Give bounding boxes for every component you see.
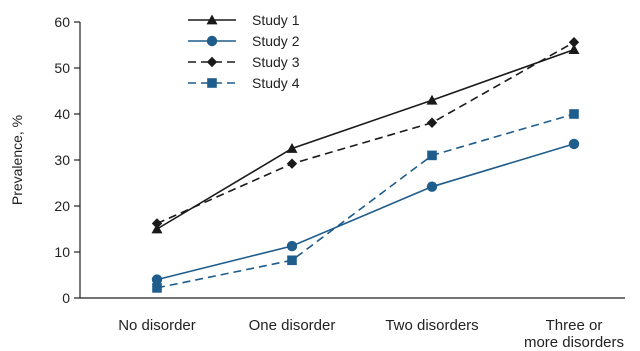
data-point-marker [152,283,162,293]
series-2 [151,138,580,285]
y-tick-label: 50 [54,60,70,76]
legend: Study 1 Study 2 Study 3 Study 4 [188,12,300,91]
series-3 [151,37,580,229]
x-category-label: Two disorders [385,317,478,334]
x-category-label: One disorder [249,317,336,334]
legend-label: Study 4 [252,75,300,91]
data-point-marker [426,181,438,192]
data-point-marker [151,218,163,229]
x-category-label-line: Two disorders [385,317,478,334]
x-category-label-line: more disorders [524,334,624,351]
series-line [156,48,575,230]
legend-marker [207,78,217,88]
series-line [156,143,575,281]
y-tick-label: 40 [54,106,70,122]
data-point-marker [286,158,298,169]
data-point-marker [287,255,297,266]
x-category-label: No disorder [118,317,196,334]
y-tick-label: 0 [62,290,70,306]
y-axis-title: Prevalence, % [9,115,25,205]
legend-item: Study 4 [188,75,300,91]
data-point-marker [568,138,580,150]
legend-marker [206,14,218,25]
series-line [156,113,575,289]
legend-label: Study 2 [252,33,300,49]
data-point-marker [426,117,438,128]
legend-label: Study 3 [252,54,300,70]
data-point-marker [427,150,437,161]
axes [79,22,625,299]
series-1 [151,44,580,234]
legend-label: Study 1 [252,12,300,28]
legend-item: Study 1 [188,12,300,28]
x-category-label-line: Three or [546,317,603,334]
legend-item: Study 3 [188,54,300,70]
series-group [151,37,580,293]
data-point-marker [426,94,438,105]
data-point-marker [151,274,163,285]
data-point-marker [568,37,580,48]
legend-marker [206,35,218,47]
data-point-marker [568,44,580,54]
legend-item: Study 2 [188,33,300,49]
x-category-label-line: No disorder [118,317,196,334]
data-point-marker [569,109,579,119]
series-4 [152,109,579,293]
data-point-marker [286,240,298,252]
x-category-label: Three or more disorders [524,317,624,351]
legend-marker [206,56,218,68]
y-tick-label: 20 [54,198,70,214]
y-axis-ticks: 0 10 20 30 40 50 60 [54,14,80,306]
y-tick-label: 10 [54,244,70,260]
y-tick-label: 60 [54,14,70,30]
data-point-marker [286,143,298,153]
y-tick-label: 30 [54,152,70,168]
x-category-label-line: One disorder [249,317,336,334]
x-axis-category-labels: No disorder One disorder Two disorders Thre… [118,317,624,351]
